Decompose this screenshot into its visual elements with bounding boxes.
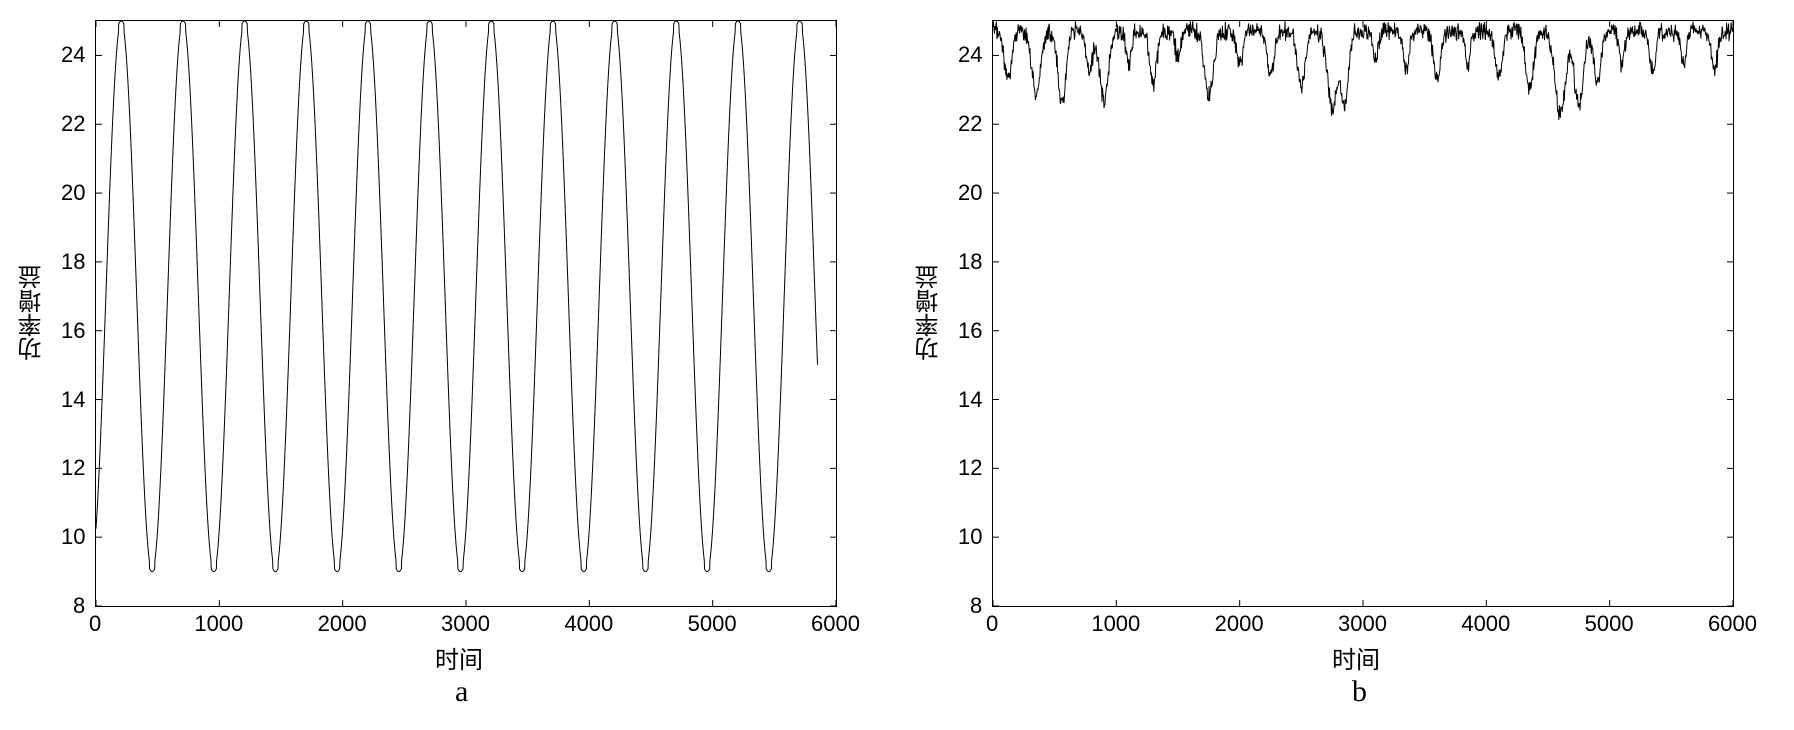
- panel-a-svg-chart: [96, 21, 836, 606]
- ytick-label: 10: [61, 524, 85, 550]
- xtick-label: 4000: [1461, 611, 1510, 637]
- panel-b-svg-chart: [993, 21, 1733, 606]
- xtick-label: 3000: [441, 611, 490, 637]
- ytick-label: 10: [958, 524, 982, 550]
- figure-container: 功率增益 时间 a 8 10 12 14 16 18 20 22 24 0 1000 2000 3000…: [0, 0, 1794, 730]
- ytick-label: 8: [73, 593, 85, 619]
- xtick-label: 4000: [564, 611, 613, 637]
- ytick-label: 24: [958, 42, 982, 68]
- ytick-label: 18: [61, 249, 85, 275]
- ytick-label: 14: [958, 387, 982, 413]
- xtick-label: 3000: [1338, 611, 1387, 637]
- ytick-label: 14: [61, 387, 85, 413]
- xtick-label: 2000: [318, 611, 367, 637]
- panel-a-subplot-label: a: [455, 675, 468, 709]
- panel-b-ylabel: 功率增益: [912, 253, 947, 373]
- panel-a: 功率增益 时间 a 8 10 12 14 16 18 20 22 24 0 1000 2000 3000…: [0, 0, 897, 730]
- panel-b-series-line: [993, 21, 1733, 120]
- xtick-label: 6000: [811, 611, 860, 637]
- xtick-label: 0: [986, 611, 998, 637]
- ytick-label: 18: [958, 249, 982, 275]
- ytick-label: 22: [61, 111, 85, 137]
- panel-b-plot-area: [992, 20, 1734, 607]
- xtick-label: 5000: [1585, 611, 1634, 637]
- ytick-label: 20: [61, 180, 85, 206]
- panel-a-ylabel: 功率增益: [15, 253, 50, 373]
- panel-b-subplot-label: b: [1352, 675, 1367, 709]
- ytick-label: 16: [958, 318, 982, 344]
- xtick-label: 1000: [1091, 611, 1140, 637]
- ytick-label: 8: [970, 593, 982, 619]
- ytick-label: 24: [61, 42, 85, 68]
- ytick-label: 16: [61, 318, 85, 344]
- panel-a-plot-area: [95, 20, 837, 607]
- panel-b: 功率增益 时间 b 8 10 12 14 16 18 20 22 24 0 1000 2000 3000…: [897, 0, 1794, 730]
- xtick-label: 2000: [1215, 611, 1264, 637]
- ytick-label: 20: [958, 180, 982, 206]
- ytick-label: 12: [61, 455, 85, 481]
- panel-a-series-line: [96, 21, 818, 572]
- xtick-label: 5000: [688, 611, 737, 637]
- xtick-label: 6000: [1708, 611, 1757, 637]
- panel-a-xlabel: 时间: [435, 640, 483, 675]
- panel-b-xlabel: 时间: [1332, 640, 1380, 675]
- xtick-label: 0: [89, 611, 101, 637]
- xtick-label: 1000: [194, 611, 243, 637]
- ytick-label: 22: [958, 111, 982, 137]
- ytick-label: 12: [958, 455, 982, 481]
